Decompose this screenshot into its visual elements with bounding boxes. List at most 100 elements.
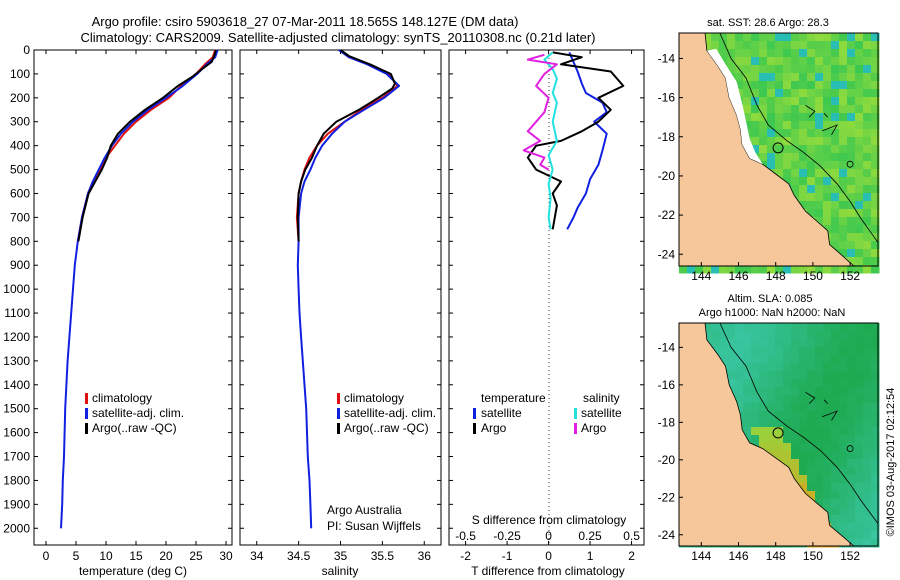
- sst-cell: [863, 177, 872, 186]
- s-diff-tick-label-1: -0.25: [493, 529, 521, 543]
- sst-cell: [847, 81, 856, 90]
- sla-cell: [751, 387, 760, 396]
- sst-cell: [783, 161, 792, 170]
- sst-cell: [807, 41, 816, 50]
- sst-cell: [847, 121, 856, 130]
- sla-cell: [735, 363, 744, 372]
- sla-cell: [871, 483, 880, 492]
- sla-cell: [775, 451, 784, 460]
- sla-cell: [863, 483, 872, 492]
- sst-cell: [815, 97, 824, 106]
- legend-climatology-label: climatology: [344, 391, 404, 405]
- sst-cell: [711, 41, 720, 50]
- sla-cell: [807, 387, 816, 396]
- sla-cell: [799, 371, 808, 380]
- sla-cell: [863, 395, 872, 404]
- sla-cell: [799, 387, 808, 396]
- sst-cell: [791, 97, 800, 106]
- depth-label-1500: 1500: [3, 402, 30, 416]
- sst-cell: [823, 145, 832, 154]
- sst-cell: [759, 73, 768, 82]
- sla-cell: [727, 371, 736, 380]
- sla-cell: [815, 451, 824, 460]
- sla-cell: [759, 323, 768, 332]
- sla-cell: [791, 379, 800, 388]
- sla-cell: [775, 379, 784, 388]
- sst-cell: [855, 121, 864, 130]
- sst-lat-label-18: -18: [658, 130, 676, 144]
- sst-cell: [855, 249, 864, 258]
- legend-argo-label: Argo(..raw -QC): [344, 421, 429, 435]
- sla-cell: [831, 379, 840, 388]
- sla-cell: [783, 451, 792, 460]
- sst-cell: [743, 105, 752, 114]
- sst-lon-label-144: 144: [691, 269, 711, 283]
- sst-cell: [807, 145, 816, 154]
- sst-cell: [839, 241, 848, 250]
- sla-cell: [743, 379, 752, 388]
- sst-cell: [871, 97, 880, 106]
- sst-cell: [807, 65, 816, 74]
- sst-cell: [823, 185, 832, 194]
- sst-cell: [847, 129, 856, 138]
- sla-cell: [775, 419, 784, 428]
- sst-cell: [703, 41, 712, 50]
- sst-cell: [839, 105, 848, 114]
- sst-cell: [751, 137, 760, 146]
- sla-cell: [855, 459, 864, 468]
- sst-cell: [767, 129, 776, 138]
- sla-cell: [855, 411, 864, 420]
- sst-cell: [847, 33, 856, 42]
- sla-cell: [855, 475, 864, 484]
- sst-cell: [863, 105, 872, 114]
- x-tick-label-20: 20: [159, 549, 173, 563]
- sla-cell: [767, 427, 776, 436]
- sla-cell: [871, 459, 880, 468]
- sst-cell: [839, 265, 848, 274]
- sst-cell: [855, 185, 864, 194]
- x-tick-label-36: 36: [418, 549, 432, 563]
- sla-cell: [871, 475, 880, 484]
- sst-cell: [871, 201, 880, 210]
- sla-cell: [871, 379, 880, 388]
- sst-cell: [727, 265, 736, 274]
- sst-cell: [791, 153, 800, 162]
- sla-cell: [839, 427, 848, 436]
- sla-cell: [863, 347, 872, 356]
- sst-cell: [743, 97, 752, 106]
- sst-cell: [767, 33, 776, 42]
- sla-cell: [807, 339, 816, 348]
- sla-cell: [839, 363, 848, 372]
- sla-cell: [735, 339, 744, 348]
- sst-cell: [815, 265, 824, 274]
- sla-cell: [815, 491, 824, 500]
- depth-label-100: 100: [10, 67, 30, 81]
- sla-cell: [799, 475, 808, 484]
- sst-cell: [783, 153, 792, 162]
- sla-cell: [807, 331, 816, 340]
- sst-cell: [703, 265, 712, 274]
- sla-cell: [831, 467, 840, 476]
- sst-cell: [855, 257, 864, 266]
- sst-cell: [751, 33, 760, 42]
- sla-cell: [855, 435, 864, 444]
- sst-cell: [815, 73, 824, 82]
- sst-lon-label-150: 150: [803, 269, 823, 283]
- sla-cell: [871, 443, 880, 452]
- legend-temperature-title: temperature: [481, 391, 546, 405]
- sst-cell: [823, 177, 832, 186]
- sst-cell: [863, 169, 872, 178]
- temperature-profile-panel: 0100200300400500600700800900100011001200…: [3, 43, 233, 578]
- sla-reef-outline-2: [823, 399, 829, 404]
- sst-argo-location-marker: [772, 142, 784, 154]
- depth-label-200: 200: [10, 91, 30, 105]
- sst-cell: [839, 33, 848, 42]
- sst-cell: [831, 217, 840, 226]
- sla-cell: [863, 339, 872, 348]
- sst-cell: [863, 257, 872, 266]
- temperature-axis-ticks: 0 5 10 15 20 25 30: [43, 50, 233, 563]
- sst-cell: [791, 81, 800, 90]
- sla-cell: [871, 387, 880, 396]
- sst-cell: [775, 57, 784, 66]
- sst-cell: [743, 41, 752, 50]
